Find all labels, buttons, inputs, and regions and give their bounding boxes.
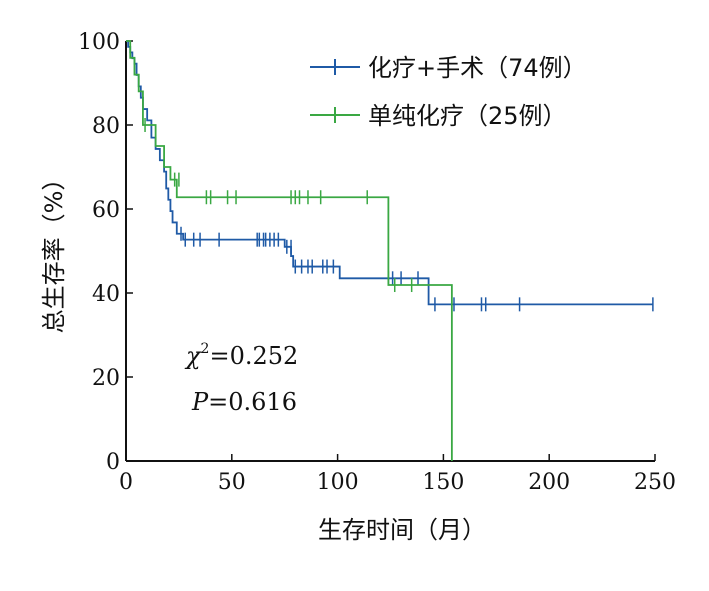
chi-superscript: 2	[201, 341, 210, 357]
x-tick-label: 50	[218, 470, 246, 495]
x-tick-label: 200	[528, 470, 570, 495]
y-tick-label: 20	[92, 366, 120, 391]
x-axis-title: 生存时间（月）	[318, 516, 486, 544]
chi-square-label: χ2=0.252	[184, 341, 298, 370]
y-axis-title: 总生存率（%）	[40, 167, 68, 334]
legend: 化疗+手术（74例） 单纯化疗（25例）	[310, 54, 587, 130]
y-tick-label: 40	[92, 282, 120, 307]
series-line-chemo-surgery	[126, 40, 653, 306]
y-tick-label: 0	[106, 450, 120, 475]
chi-value: =0.252	[209, 342, 298, 370]
series-layer	[126, 40, 654, 461]
y-tick-label: 80	[92, 114, 120, 139]
axes: 0 50 100 150 200 250 0 20 40 60 80 100	[78, 30, 676, 495]
p-symbol: P	[191, 388, 209, 416]
series-line-chemo-only	[126, 40, 453, 461]
chi-symbol: χ	[184, 342, 202, 370]
stats-annotation: χ2=0.252 P=0.616	[184, 341, 298, 416]
x-tick-label: 0	[119, 470, 133, 495]
x-tick-label: 250	[634, 470, 676, 495]
p-value: =0.616	[208, 388, 297, 416]
y-tick-label: 100	[78, 30, 120, 55]
legend-label-chemo-only: 单纯化疗（25例）	[368, 102, 567, 130]
x-tick-label: 150	[422, 470, 464, 495]
y-tick-label: 60	[92, 198, 120, 223]
x-tick-label: 100	[317, 470, 359, 495]
legend-label-chemo-surgery: 化疗+手术（74例）	[368, 54, 587, 82]
p-value-label: P=0.616	[191, 388, 297, 416]
